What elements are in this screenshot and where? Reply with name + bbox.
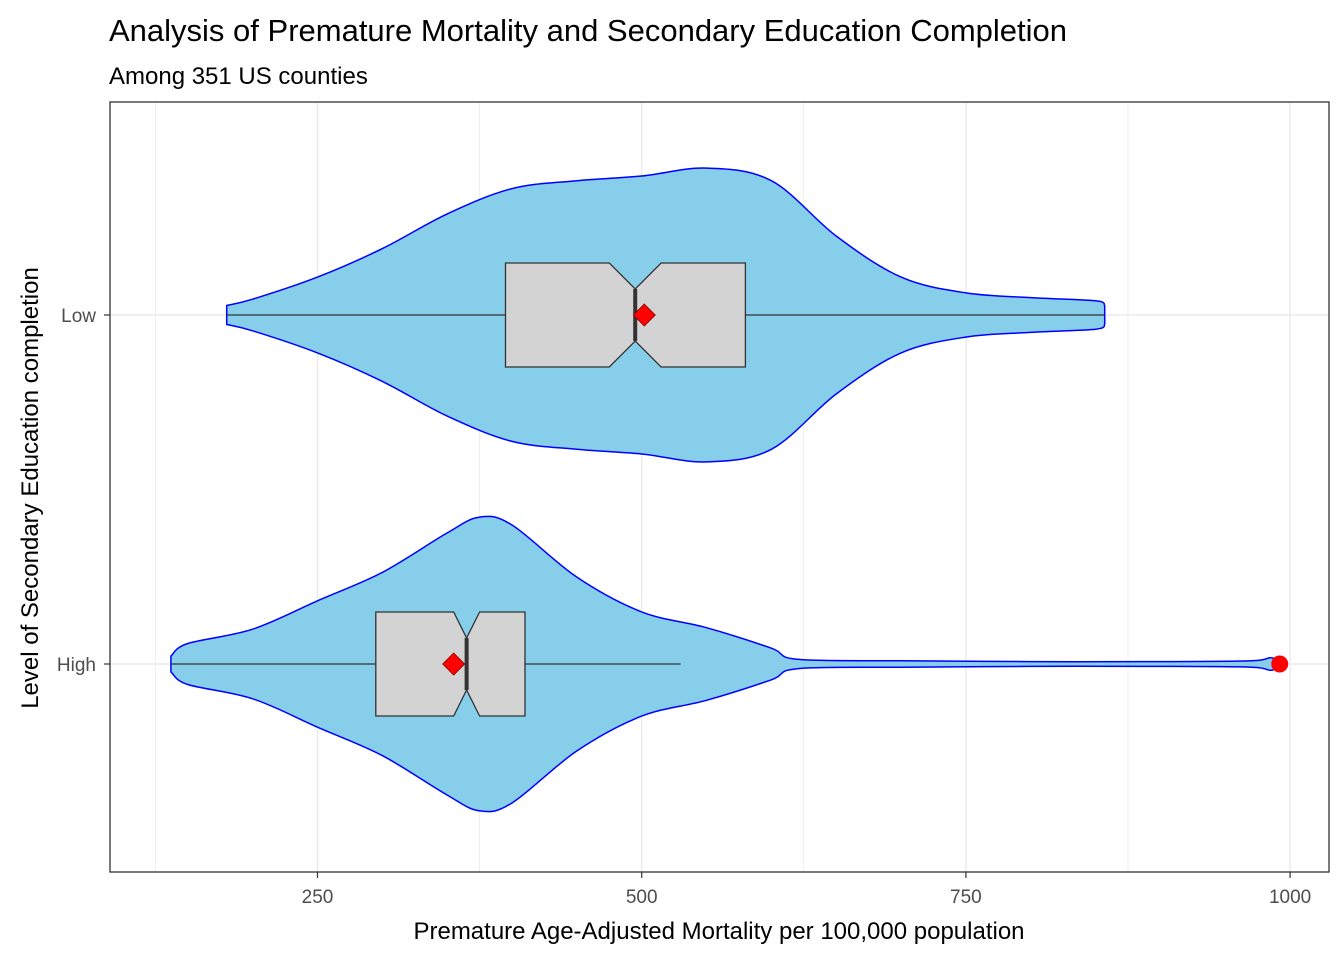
outlier-point-high [1271, 655, 1289, 673]
box-low [504, 262, 747, 368]
y-tick-label: High [57, 655, 96, 676]
y-tick-label: Low [61, 306, 96, 327]
x-tick-label: 500 [626, 887, 658, 908]
mean-marker-low [632, 303, 656, 327]
x-tick-label: 1000 [1269, 887, 1311, 908]
x-axis-title: Premature Age-Adjusted Mortality per 100… [413, 918, 1024, 945]
x-tick-label: 250 [302, 887, 334, 908]
chart-subtitle: Among 351 US counties [109, 63, 368, 90]
x-tick-label: 750 [950, 887, 982, 908]
chart-title: Analysis of Premature Mortality and Seco… [109, 13, 1067, 48]
plot-border [109, 101, 1330, 873]
y-axis-title: Level of Secondary Education completion [17, 267, 44, 709]
mean-marker-high [442, 652, 466, 676]
marker-layer [442, 303, 1289, 676]
axes-layer: 250 500 750 1000 Low High [57, 306, 1311, 908]
